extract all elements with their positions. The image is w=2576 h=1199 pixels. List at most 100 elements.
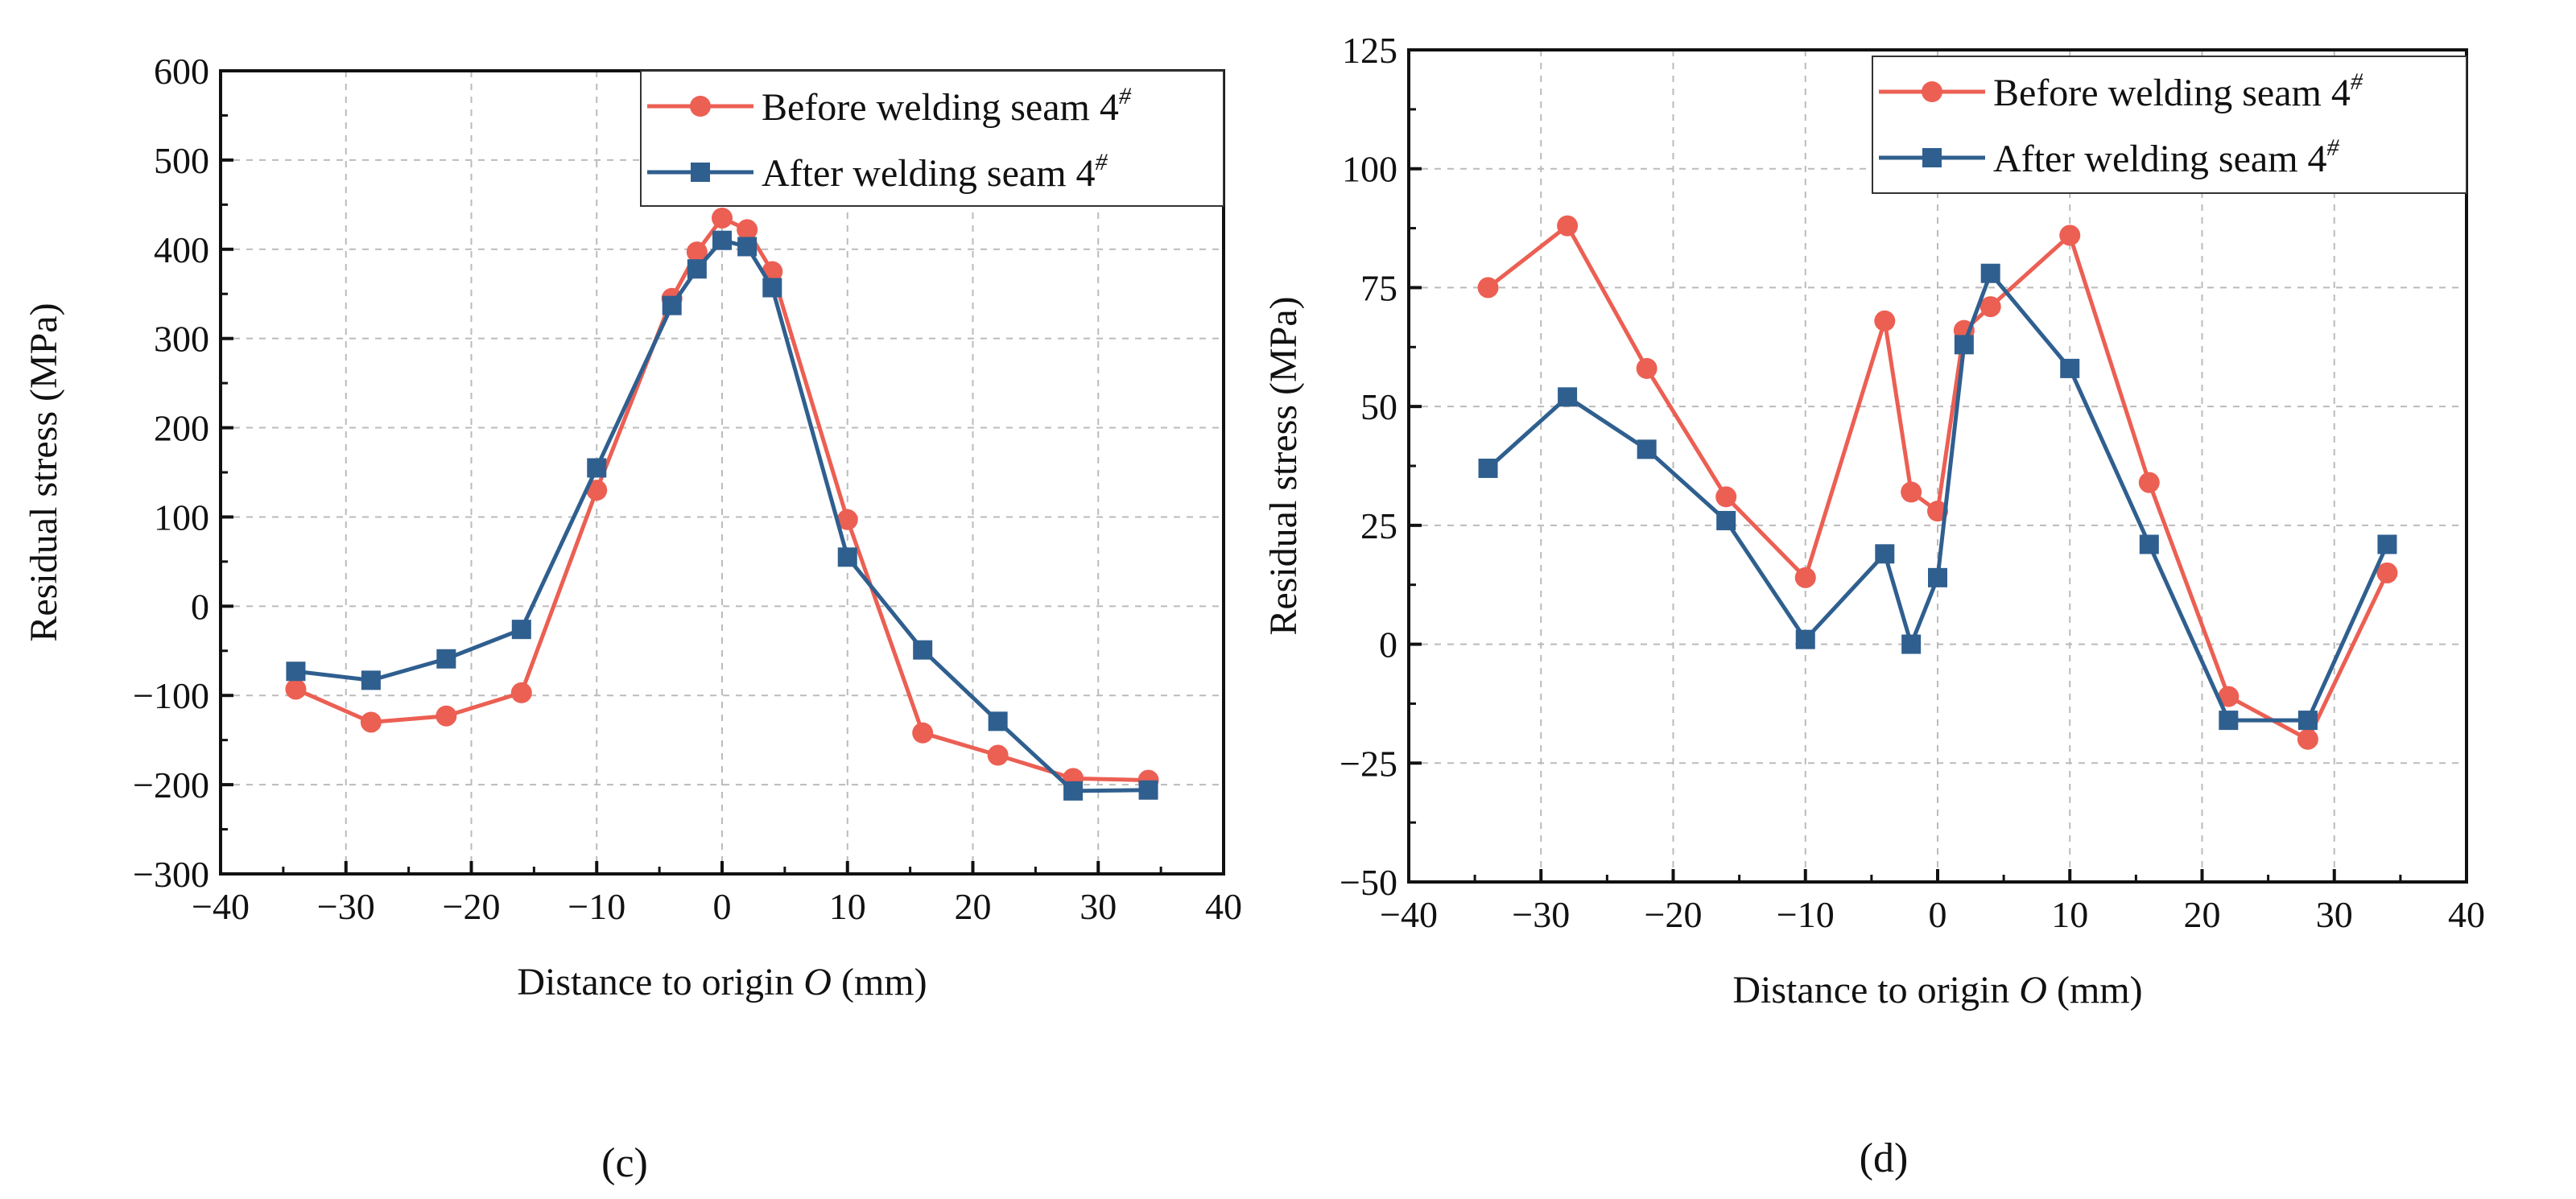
x-tick-label: 30: [1080, 886, 1117, 927]
data-point-after: [1063, 781, 1084, 801]
legend-marker-square: [1922, 148, 1942, 167]
data-point-before: [436, 705, 457, 727]
y-tick-label: −25: [1340, 743, 1397, 784]
y-tick-label: 0: [191, 586, 209, 627]
series-line-1: [1486, 269, 2389, 723]
data-point-before: [987, 744, 1009, 766]
x-tick-label: 40: [2448, 894, 2485, 935]
data-point-before: [1901, 481, 1922, 503]
x-tick-label: −30: [1512, 894, 1570, 935]
x-tick-label: −20: [1645, 894, 1703, 935]
data-point-after: [1478, 458, 1498, 478]
data-point-after: [687, 259, 707, 279]
data-point-after: [1637, 439, 1657, 459]
data-point-after: [1928, 567, 1947, 587]
y-tick-label: 500: [154, 140, 209, 181]
x-tick-label: 0: [1929, 894, 1947, 935]
y-tick-label: −300: [133, 854, 209, 895]
data-point-after: [2297, 711, 2318, 731]
y-tick-label: 600: [154, 51, 209, 92]
x-tick-label: −10: [1777, 894, 1835, 935]
data-point-before: [1715, 486, 1737, 508]
data-point-before: [2297, 728, 2318, 750]
data-point-after: [1901, 634, 1922, 654]
legend: Before welding seam 4# After welding seam…: [640, 70, 1224, 207]
data-point-before: [1794, 567, 1816, 588]
legend-label-sup: #: [2351, 68, 2363, 95]
y-axis-title: Residual stress (MPa): [1262, 296, 1305, 635]
data-point-before: [912, 722, 934, 744]
x-axis-title-italic: O: [803, 961, 832, 1003]
data-point-after: [1980, 263, 2000, 283]
figure-caption: (c): [601, 1140, 648, 1186]
data-point-before: [2218, 686, 2240, 707]
y-tick-label: 0: [1379, 624, 1397, 665]
y-tick-label: 400: [154, 229, 209, 270]
y-tick-label: 100: [154, 496, 209, 538]
data-point-after: [1954, 335, 1974, 355]
data-point-after: [2377, 534, 2397, 554]
legend-label: After welding seam 4#: [1993, 134, 2340, 180]
y-tick-label: 75: [1360, 267, 1397, 308]
y-tick-label: 100: [1342, 149, 1397, 190]
legend-label-sup: #: [2327, 134, 2340, 161]
x-tick-label: −40: [192, 886, 250, 927]
x-axis-title-post: (mm): [832, 961, 927, 1003]
data-point-before: [1636, 357, 1657, 379]
data-point-after: [511, 620, 531, 640]
data-point-before: [360, 711, 382, 733]
x-tick-label: 20: [2184, 894, 2221, 935]
x-tick-label: −10: [568, 886, 625, 927]
data-point-before: [686, 241, 708, 263]
legend-marker-circle: [690, 96, 711, 117]
data-point-after: [436, 649, 456, 669]
data-point-after: [2219, 711, 2239, 731]
data-point-before: [1477, 277, 1499, 299]
data-point-after: [1138, 780, 1158, 800]
data-point-before: [1874, 310, 1896, 332]
series-line-0: [1487, 222, 2389, 743]
data-point-after: [587, 458, 607, 478]
legend-label-sup: #: [1119, 83, 1132, 109]
data-point-before: [712, 207, 733, 229]
series-line-1: [295, 237, 1149, 793]
legend-marker-square: [691, 163, 710, 182]
legend-marker-circle: [1922, 81, 1942, 102]
y-tick-label: 125: [1342, 30, 1397, 71]
y-axis-title: Residual stress (MPa): [23, 303, 65, 641]
y-tick-label: 300: [154, 319, 209, 360]
x-tick-label: 10: [2051, 894, 2088, 935]
data-point-before: [1557, 215, 1579, 237]
x-tick-label: 0: [713, 886, 732, 927]
data-point-after: [988, 711, 1008, 731]
data-point-after: [837, 547, 857, 567]
legend-label: Before welding seam 4#: [762, 83, 1132, 129]
y-tick-label: −200: [133, 764, 209, 806]
data-point-after: [1795, 629, 1815, 649]
data-point-before: [737, 219, 758, 241]
data-point-after: [913, 640, 933, 660]
x-axis-title-italic: O: [2019, 969, 2047, 1012]
y-tick-label: −100: [133, 675, 209, 716]
data-point-before: [285, 678, 307, 700]
data-point-after: [361, 670, 381, 690]
data-point-after: [1558, 387, 1578, 407]
legend-label-text: After welding seam 4: [1993, 138, 2327, 180]
legend: Before welding seam 4#After welding seam…: [1872, 56, 2467, 194]
y-tick-label: 200: [154, 408, 209, 449]
legend-label-text: After welding seam 4: [762, 152, 1096, 195]
legend-box: [640, 70, 1224, 207]
x-tick-label: 20: [955, 886, 992, 927]
data-point-before: [2376, 562, 2398, 583]
x-axis-title: Distance to origin O (mm): [517, 961, 927, 1003]
data-point-after: [712, 230, 732, 250]
data-point-before: [1979, 296, 2001, 318]
x-axis-title-pre: Distance to origin: [517, 961, 803, 1003]
figure-caption: (d): [1860, 1135, 1909, 1181]
x-axis-title-pre: Distance to origin: [1732, 969, 2019, 1012]
x-axis-title: Distance to origin O (mm): [1732, 969, 2142, 1012]
chart-c: −40 −30 −20 −10 0 10 20 30 40−300−200−1000100200…: [23, 51, 1242, 1186]
x-axis-title-post: (mm): [2047, 969, 2143, 1012]
y-tick-label: 25: [1360, 505, 1397, 546]
